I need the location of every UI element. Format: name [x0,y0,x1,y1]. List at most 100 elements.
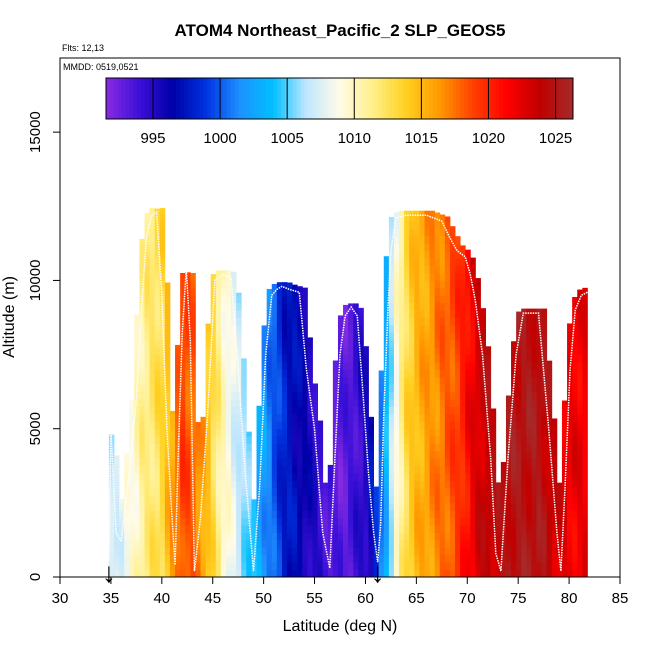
heat-cell [419,243,425,252]
heat-cell [236,292,242,296]
heat-cell [572,465,578,474]
heat-cell [516,369,522,378]
heat-cell [582,391,588,400]
heat-cell [404,406,410,415]
heat-cell [236,465,242,474]
heat-cell [424,443,430,452]
heat-cell [281,376,288,385]
heat-cell [144,258,150,266]
heat-cell [567,443,573,452]
heat-cell [363,539,369,548]
heat-cell [215,443,222,452]
colorbar-swatch [226,78,232,119]
heat-cell [439,361,446,370]
heat-cell [307,369,313,378]
heat-cell [276,458,283,467]
heat-cell [449,436,456,444]
heat-cell [424,458,430,467]
heat-cell [210,554,217,563]
heat-cell [460,273,466,281]
heat-cell [225,473,232,482]
heat-cell [231,428,237,437]
heat-cell [358,376,364,385]
heat-cell [511,532,517,541]
heat-cell [521,517,527,526]
heat-cell [297,554,303,563]
heat-cell [154,458,161,467]
heat-cell [175,510,181,519]
heat-cell [317,473,324,482]
heat-cell [353,399,359,407]
heat-cell [302,554,308,563]
colorbar-swatch [152,78,158,119]
heat-cell [424,258,430,266]
heat-cell [231,525,237,533]
heat-cell [149,399,156,407]
heat-cell [572,480,578,489]
heat-cell [271,554,278,563]
heat-cell [185,436,191,444]
heat-cell [516,480,522,489]
heat-cell [455,243,461,252]
heat-cell [444,458,451,467]
heat-cell [297,428,303,437]
heat-cell [409,369,415,378]
heat-cell [149,539,156,548]
heat-cell [388,406,395,415]
heat-cell [572,317,578,326]
heat-cell [414,250,420,259]
heat-cell [541,310,548,318]
heat-cell [449,488,456,496]
heat-cell [271,510,278,519]
heat-cell [190,317,196,326]
heat-cell [210,517,217,526]
heat-cell [429,547,436,556]
start-end-markers: ↓ ↓ [102,557,385,588]
heat-cell [378,443,385,452]
heat-cell [388,554,395,563]
heat-cell [460,428,466,437]
heat-cell [322,569,329,578]
y-tick-label: 5000 [27,412,44,445]
heat-cell [215,473,222,482]
heat-cell [129,458,135,467]
heat-cell [287,569,293,578]
heat-cell [572,391,578,400]
heat-cell [124,547,130,556]
heat-cell [276,384,283,393]
heat-cell [200,525,206,533]
heat-cell [419,310,425,318]
heat-cell [388,216,395,222]
heat-cell [241,428,247,437]
heat-cell [393,399,400,407]
heat-cell [429,495,436,504]
heat-cell [332,399,339,407]
heat-cell [449,450,456,459]
heat-cell [332,473,339,482]
heat-cell [378,384,385,393]
heat-cell [465,302,471,311]
heat-cell [572,569,578,578]
heat-cell [241,539,247,548]
heat-cell [124,569,130,578]
heat-cell [190,332,196,341]
heat-cell [567,450,573,459]
heat-cell [577,495,583,504]
heat-cell [159,265,166,274]
heat-cell [572,510,578,519]
heat-cell [460,354,466,363]
heat-cell [353,310,359,318]
heat-cell [225,547,232,556]
colorbar-swatch [242,78,247,119]
heat-cell [414,210,420,215]
heat-cell [144,354,150,363]
heat-cell [368,480,374,489]
heat-cell [444,539,451,548]
heat-cell [113,569,120,578]
heat-cell [164,302,171,311]
heat-cell [577,532,583,541]
x-tick-label: 45 [204,590,221,607]
heat-cell [236,302,242,311]
heat-cell [439,258,446,266]
heat-cell [439,295,446,304]
